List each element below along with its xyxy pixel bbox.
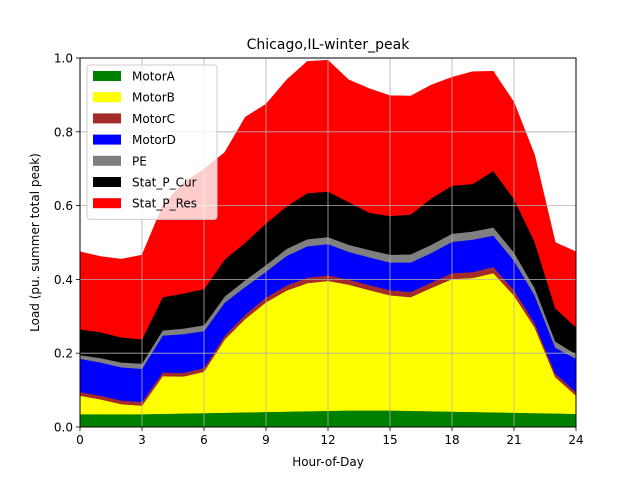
legend-swatch xyxy=(93,71,121,81)
x-axis-ticks: 0 3 6 9 12 15 18 21 24 xyxy=(76,427,584,447)
y-tick-label: 0.2 xyxy=(54,347,73,361)
y-axis-ticks: 0.0 0.2 0.4 0.6 0.8 1.0 xyxy=(54,52,80,435)
legend-swatch xyxy=(93,155,121,166)
x-tick-label: 12 xyxy=(320,433,335,447)
legend-swatch xyxy=(93,113,121,124)
legend: MotorA MotorB MotorC MotorD PE Stat_P_Cur Stat… xyxy=(86,64,218,220)
x-tick-label: 18 xyxy=(444,433,459,447)
legend-label: Stat_P_Cur xyxy=(132,176,197,190)
legend-label: MotorD xyxy=(132,133,176,147)
x-tick-label: 9 xyxy=(262,433,270,447)
chart-title: Chicago,IL-winter_peak xyxy=(247,37,411,53)
x-axis-label: Hour-of-Day xyxy=(292,455,364,469)
y-tick-label: 0.6 xyxy=(54,199,73,213)
legend-swatch xyxy=(93,134,121,145)
legend-label: MotorB xyxy=(132,91,175,105)
x-tick-label: 0 xyxy=(76,433,84,447)
legend-swatch xyxy=(93,198,121,209)
legend-label: PE xyxy=(132,154,147,168)
y-tick-label: 1.0 xyxy=(54,52,73,66)
x-tick-label: 3 xyxy=(138,433,146,447)
y-tick-label: 0.4 xyxy=(54,273,73,287)
legend-label: MotorC xyxy=(132,112,175,126)
y-tick-label: 0.8 xyxy=(54,125,73,139)
legend-label: MotorA xyxy=(132,70,176,84)
x-tick-label: 24 xyxy=(568,433,583,447)
y-axis-label: Load (pu. summer total peak) xyxy=(28,153,42,332)
x-tick-label: 21 xyxy=(506,433,521,447)
x-tick-label: 15 xyxy=(382,433,397,447)
legend-label: Stat_P_Res xyxy=(132,197,197,211)
x-tick-label: 6 xyxy=(200,433,208,447)
legend-swatch xyxy=(93,92,121,103)
y-tick-label: 0.0 xyxy=(54,421,73,435)
legend-swatch xyxy=(93,177,121,187)
